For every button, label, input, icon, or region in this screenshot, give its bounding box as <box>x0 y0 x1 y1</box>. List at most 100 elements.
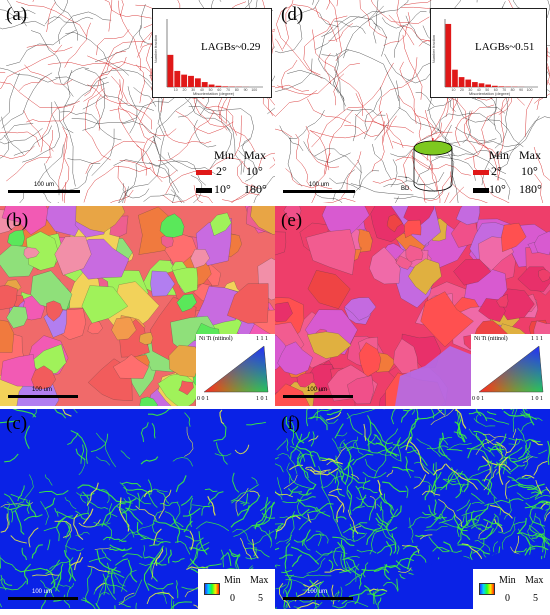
panel-b-ipf-map: (b) Ni Ti (nitinol) 1 1 1 0 0 1 1 0 1 10… <box>0 206 275 406</box>
grain <box>275 231 287 256</box>
misorientation-speck <box>347 489 353 515</box>
misorientation-speck <box>470 493 485 504</box>
misorientation-speck <box>195 521 230 532</box>
low-angle-boundary <box>398 94 437 134</box>
scale-bar <box>8 190 80 193</box>
misorientation-speck <box>95 432 117 468</box>
misorientation-speck <box>232 528 256 549</box>
misorientation-speck <box>26 500 31 514</box>
high-angle-boundary <box>513 0 525 11</box>
high-angle-boundary <box>113 159 179 193</box>
misorientation-speck <box>310 468 339 476</box>
misorientation-speck <box>437 409 446 416</box>
misorientation-speck <box>376 543 395 554</box>
low-angle-boundary <box>0 71 6 74</box>
misorientation-speck <box>306 557 326 574</box>
high-angle-boundary <box>0 67 58 83</box>
misorientation-speck <box>309 579 320 599</box>
misorientation-speck <box>147 479 153 495</box>
misorientation-speck <box>146 591 175 605</box>
low-angle-boundary <box>0 81 65 108</box>
histogram-xtick: 90 <box>519 88 523 92</box>
misorientation-speck <box>164 511 184 528</box>
misorientation-speck <box>152 510 162 535</box>
misorientation-speck <box>3 578 13 586</box>
misorientation-speck <box>365 458 377 472</box>
misorientation-speck <box>488 462 497 499</box>
misorientation-speck <box>424 485 431 501</box>
high-angle-boundary <box>58 11 112 45</box>
misorientation-speck <box>367 446 393 454</box>
legend-row2-min: 10° <box>489 182 506 196</box>
misorientation-speck <box>296 492 309 520</box>
misorientation-speck <box>346 462 354 500</box>
grain <box>275 301 293 323</box>
misorientation-speck <box>356 549 377 554</box>
misorientation-speck <box>525 438 541 443</box>
misorientation-speck <box>377 523 397 549</box>
misorientation-speck <box>287 420 295 446</box>
misorientation-speck <box>291 546 320 565</box>
grain <box>168 344 200 378</box>
low-angle-boundary <box>371 115 397 172</box>
misorientation-speck <box>512 455 530 463</box>
misorientation-speck <box>140 537 164 541</box>
misorientation-speck <box>402 545 418 550</box>
misorientation-speck <box>340 553 348 572</box>
low-angle-boundary <box>269 163 275 169</box>
misorientation-speck <box>207 491 224 505</box>
high-angle-boundary <box>390 159 398 188</box>
misorientation-speck <box>461 508 489 516</box>
high-angle-boundary <box>270 75 275 85</box>
low-angle-boundary <box>95 94 102 131</box>
misorientation-speck <box>346 561 361 576</box>
grain <box>176 293 198 313</box>
kam-max-value: 5 <box>533 593 538 604</box>
ipf-corner-001: 0 0 1 <box>472 396 484 402</box>
misorientation-speck <box>4 453 19 463</box>
grain <box>277 341 313 376</box>
histogram-xtick: 20 <box>183 88 187 92</box>
misorientation-speck <box>82 597 91 604</box>
high-angle-boundary <box>343 0 409 59</box>
high-angle-boundary <box>55 76 109 87</box>
high-angle-boundary <box>476 0 478 3</box>
misorientation-speck <box>259 497 268 512</box>
misorientation-speck <box>275 463 284 473</box>
misorientation-speck <box>276 440 287 451</box>
high-angle-boundary <box>367 0 379 21</box>
panel-label: (e) <box>281 210 303 231</box>
misorientation-speck <box>298 492 312 496</box>
low-angle-boundary <box>109 189 134 203</box>
misorientation-speck <box>308 409 332 420</box>
misorientation-speck <box>446 448 463 452</box>
grain <box>150 270 176 297</box>
misorientation-speck <box>275 584 287 590</box>
misorientation-speck <box>102 536 127 542</box>
grain <box>7 229 25 248</box>
low-angle-boundary <box>372 178 413 192</box>
misorientation-speck <box>441 437 453 439</box>
high-angle-boundary <box>238 150 256 182</box>
grain <box>210 212 232 237</box>
misorientation-speck <box>275 564 281 567</box>
high-angle-boundary <box>190 175 203 203</box>
misorientation-speck <box>28 527 39 548</box>
low-angle-boundary <box>344 121 385 137</box>
low-angle-boundary <box>404 0 432 6</box>
cylinder-drawing <box>413 138 453 192</box>
low-angle-boundary <box>450 171 489 203</box>
misorientation-speck <box>416 409 419 421</box>
misorientation-speck <box>471 502 483 505</box>
grain <box>81 285 129 324</box>
misorientation-speck <box>409 517 414 544</box>
misorientation-speck <box>355 494 367 509</box>
misorientation-speck <box>332 536 355 546</box>
bd-arrow-icon: ↑ <box>404 174 408 183</box>
high-angle-boundary <box>82 68 106 131</box>
high-angle-boundary <box>63 70 76 187</box>
misorientation-speck <box>441 505 447 521</box>
high-angle-boundary <box>303 141 351 163</box>
misorientation-speck <box>345 555 360 559</box>
misorientation-speck <box>457 472 469 493</box>
